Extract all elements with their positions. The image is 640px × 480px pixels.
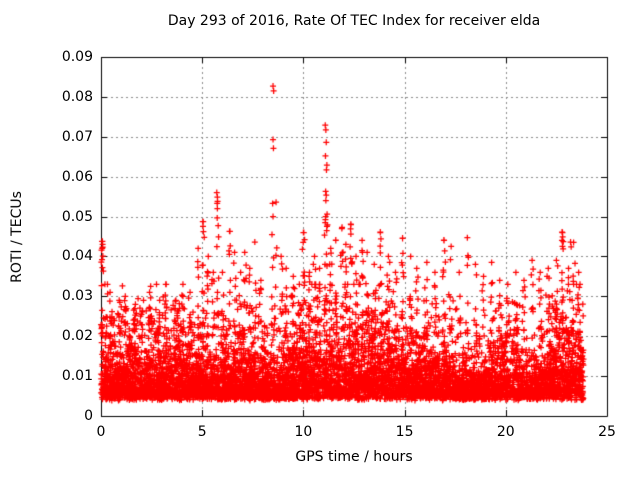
x-tick-label: 25 bbox=[598, 424, 616, 440]
x-tick-label: 20 bbox=[496, 424, 515, 440]
y-tick-label: 0 bbox=[84, 408, 93, 424]
y-tick-label: 0.09 bbox=[61, 49, 93, 65]
y-tick-label: 0.04 bbox=[61, 248, 93, 265]
chart-title: Day 293 of 2016, Rate Of TEC Index for r… bbox=[167, 13, 541, 29]
y-tick-label: 0.01 bbox=[61, 368, 93, 385]
y-tick-label: 0.08 bbox=[61, 88, 93, 105]
y-tick-label: 0.07 bbox=[61, 128, 93, 145]
x-tick-label: 0 bbox=[96, 424, 106, 440]
y-tick-label: 0.06 bbox=[61, 168, 93, 185]
y-tick-label: 0.05 bbox=[61, 208, 93, 225]
x-tick-label: 5 bbox=[197, 424, 207, 440]
y-tick-label: 0.03 bbox=[61, 288, 93, 305]
y-axis-title: ROTI / TECUs bbox=[9, 191, 25, 283]
y-tick-label: 0.02 bbox=[61, 328, 93, 345]
x-axis-title: GPS time / hours bbox=[295, 449, 413, 465]
x-tick-label: 15 bbox=[395, 424, 414, 440]
x-tick-label: 10 bbox=[294, 424, 313, 440]
